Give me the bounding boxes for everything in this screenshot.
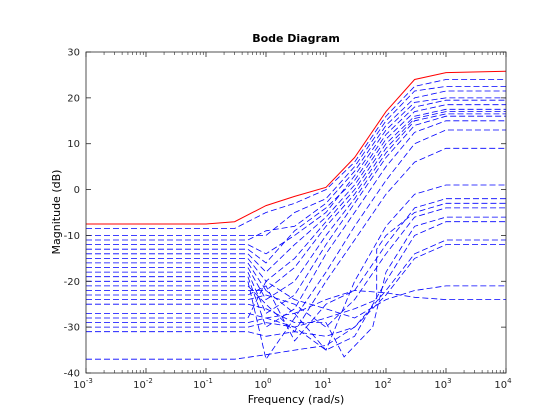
family-series-line-16 [86,207,506,328]
y-tick-label: -20 [64,277,80,288]
family-series-line-2 [86,86,506,236]
x-tick-label: 102 [374,377,391,391]
x-tick-label: 104 [494,377,512,391]
family-series-line-3 [86,90,506,241]
x-tick-label: 103 [434,377,451,391]
x-tick-label: 100 [254,377,271,391]
y-tick-label: 20 [67,93,80,104]
family-series-line-23 [86,239,506,360]
family-series-line-14 [86,184,506,351]
x-tick-label: 10-1 [193,377,213,391]
y-tick-label: 10 [67,139,80,150]
nominal-series-line [86,70,507,225]
family-series-line-22 [86,244,506,337]
y-axis-ticks: 30 20 10 0 -10 -20 -30 -40 [64,48,506,380]
family-series-line-21 [86,202,506,328]
y-tick-label: -10 [64,231,80,242]
plot-area [86,52,506,373]
family-series-line-15 [86,198,506,342]
y-tick-label: -30 [64,323,80,334]
family-series-line-4 [86,97,506,255]
family-series-line-6 [86,104,506,273]
family-series-line-20 [86,290,506,323]
family-series-line-1 [86,79,506,229]
family-series-line-11 [86,120,506,328]
family-series-line-7 [86,108,506,282]
family-series-line-17 [86,216,506,358]
uncertain-family-lines [86,79,506,361]
x-tick-label: 10-2 [133,377,153,391]
y-tick-label: -40 [64,369,80,380]
nominal-response-line [86,70,507,225]
family-series-line-5 [86,99,506,264]
y-tick-label: 30 [67,48,80,59]
family-series-line-13 [86,147,506,333]
y-tick-label: 0 [74,185,80,196]
chart-title: Bode Diagram [252,32,340,45]
axes-frame [85,51,507,374]
x-axis-ticks: 10-3 10-2 10-1 100 101 102 103 104 [73,52,512,391]
x-axis-label: Frequency (rad/s) [248,393,345,406]
family-series-line-18 [86,221,506,351]
family-series-line-10 [86,115,506,314]
y-axis-label: Magnitude (dB) [50,170,63,255]
axes-box [85,51,507,374]
x-tick-label: 10-3 [73,377,93,391]
family-series-line-9 [86,113,506,301]
x-tick-label: 101 [314,377,331,391]
